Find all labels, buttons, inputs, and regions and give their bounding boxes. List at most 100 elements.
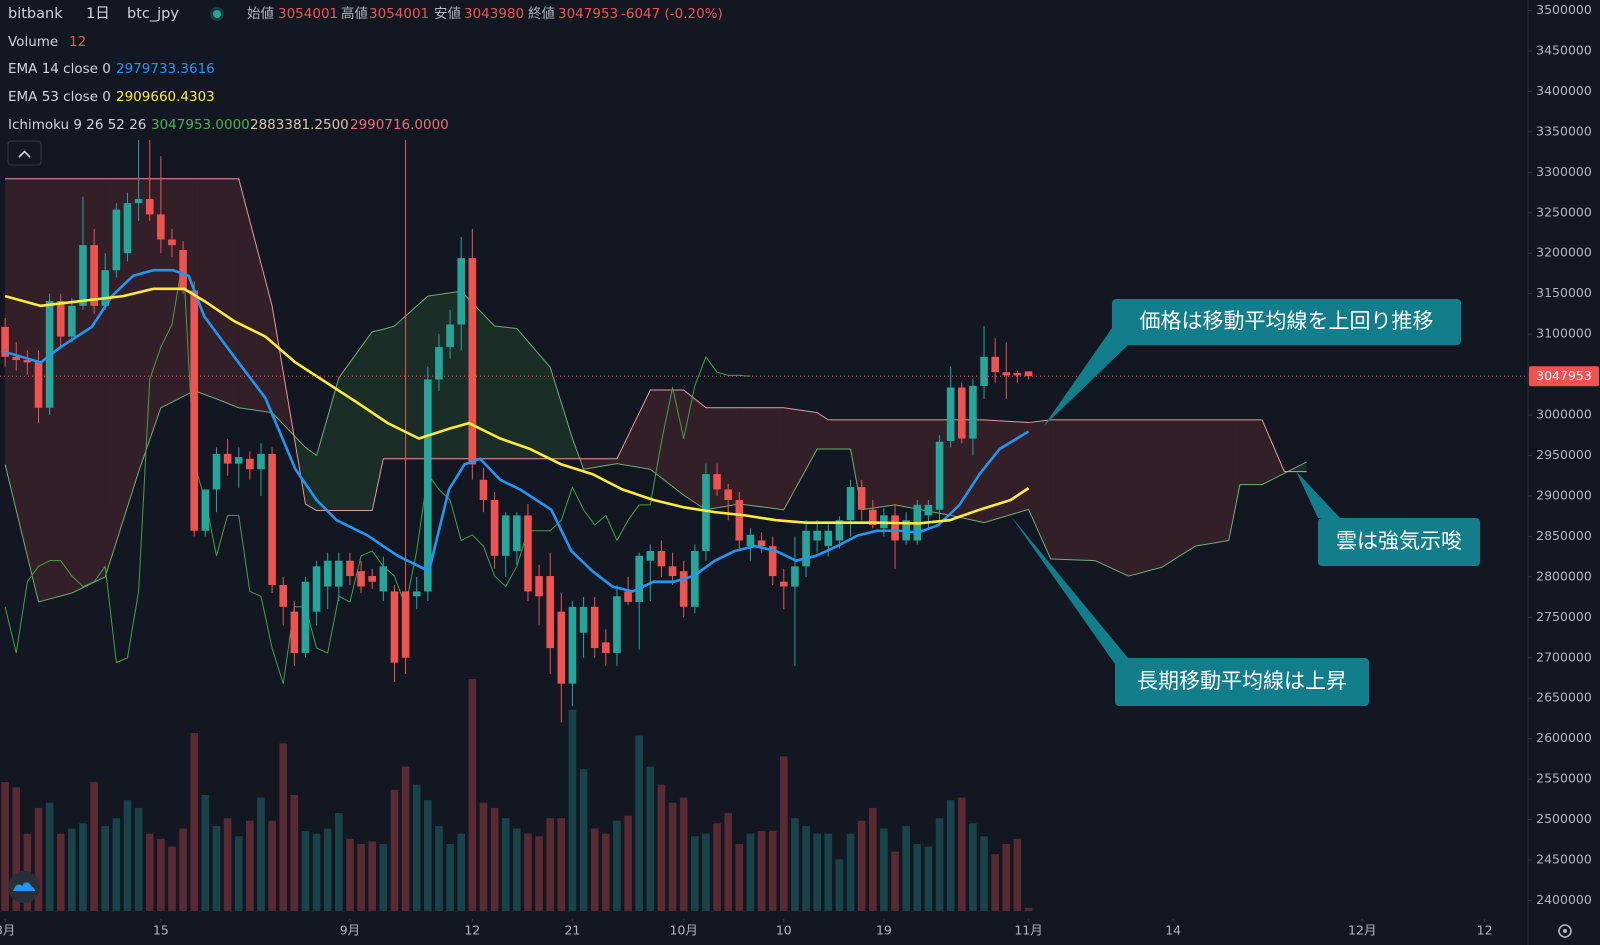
volume-bar [824, 833, 833, 911]
chevron-icon[interactable] [18, 150, 31, 158]
volume-bar [524, 833, 532, 911]
low-value: 3043980 [464, 6, 524, 22]
volume-bar [179, 828, 187, 911]
x-tick-label: 11月 [1014, 923, 1042, 938]
candle-body [12, 356, 21, 361]
volume-bar [468, 679, 477, 911]
candle-body [579, 606, 588, 633]
volume-bar [101, 825, 110, 911]
cloud-fill [38, 178, 72, 602]
volume-bar [490, 807, 499, 911]
candle-body [935, 441, 944, 510]
y-tick-label: 3200000 [1536, 245, 1592, 260]
volume-bar [134, 807, 143, 911]
cloud-fill [683, 389, 706, 510]
header: bitbank 1日 btc_jpy 始値 3054001 高値 3054001… [7, 5, 723, 166]
candle-body [435, 347, 443, 380]
x-tick-label: 12月 [1348, 923, 1376, 938]
volume-bar [123, 800, 132, 911]
logo-mark[interactable] [13, 882, 35, 891]
volume-bar [424, 800, 432, 911]
volume-bar [846, 833, 855, 911]
volume-bar [635, 735, 643, 911]
cloud-fill [650, 389, 684, 496]
volume-bar [713, 823, 721, 911]
volume-bar [780, 756, 788, 911]
candle-body [757, 540, 766, 547]
volume-bar [902, 825, 910, 911]
status-dot [213, 10, 221, 18]
volume-bar [68, 828, 76, 911]
candle-body [1013, 372, 1022, 376]
volume-value: 12 [69, 34, 86, 50]
y-tick-label: 3400000 [1536, 83, 1592, 98]
low-label: 安値 [434, 6, 461, 22]
volume-bar [568, 709, 577, 911]
volume-bar [613, 820, 621, 911]
cloud-fill [1028, 419, 1051, 560]
volume-bar [34, 807, 43, 911]
y-tick-label: 3100000 [1536, 326, 1592, 341]
volume-bar [279, 743, 288, 911]
volume-bar [969, 823, 977, 911]
ema53-value: 2909660.4303 [116, 89, 215, 105]
volume-bar [980, 836, 988, 911]
candle-body [401, 591, 410, 658]
x-tick-label: 8月 [0, 923, 15, 938]
volume-bar [379, 843, 388, 911]
candle-body [657, 550, 666, 567]
candle-body [524, 515, 532, 592]
callout-box [1112, 299, 1461, 345]
candle-body [79, 245, 87, 306]
volume-bar [1024, 907, 1033, 911]
candle-body [846, 487, 855, 521]
collapse-button[interactable] [7, 140, 42, 166]
candle-body [868, 509, 877, 526]
cloud-fill [1228, 419, 1240, 541]
cloud-fill [1128, 419, 1163, 577]
candle-body [312, 566, 321, 612]
ichimoku-value: 2990716.0000 [350, 117, 449, 133]
candle-body [602, 642, 610, 653]
candle-body [802, 530, 810, 567]
button-frame[interactable] [7, 140, 42, 166]
volume-bar [802, 825, 810, 911]
candle-body [368, 576, 377, 582]
callout-text: 長期移動平均線は上昇 [1137, 669, 1347, 693]
candle-body [679, 571, 688, 607]
cloud-fill [5, 178, 39, 602]
candle-body [590, 606, 599, 649]
candle-body [257, 453, 265, 470]
span-a-line [4, 290, 1307, 603]
logo[interactable] [8, 871, 40, 903]
gear-center[interactable] [1563, 929, 1567, 933]
ichimoku-lines [4, 178, 1307, 685]
callout-pointer [1296, 471, 1340, 518]
volume-bar [646, 766, 655, 911]
y-tick-label: 3500000 [1536, 2, 1592, 17]
ema-line [4, 268, 1030, 593]
volume-bar [702, 833, 710, 911]
last-price-label: 3047953 [1536, 368, 1592, 383]
cloud-fill [338, 331, 373, 511]
volume-bar [724, 813, 732, 911]
candle-body [390, 591, 399, 663]
settings-icon[interactable] [1558, 924, 1572, 938]
cloud-fill [494, 326, 517, 459]
candle-body [145, 199, 154, 215]
candle-body [891, 515, 899, 541]
volume-bar [891, 851, 899, 911]
gear[interactable] [1558, 924, 1572, 938]
y-tick-label: 3000000 [1536, 407, 1592, 422]
volume-bar [412, 784, 421, 911]
candle-body [68, 305, 76, 337]
volume-bar [624, 815, 632, 911]
y-tick-label: 3250000 [1536, 204, 1592, 219]
volume-bar [368, 841, 377, 911]
volume-bar [335, 813, 343, 911]
volume-bar [290, 795, 299, 911]
cloud-fill [817, 412, 829, 450]
cloud-fill [216, 178, 239, 408]
cloud-fill [71, 178, 106, 594]
